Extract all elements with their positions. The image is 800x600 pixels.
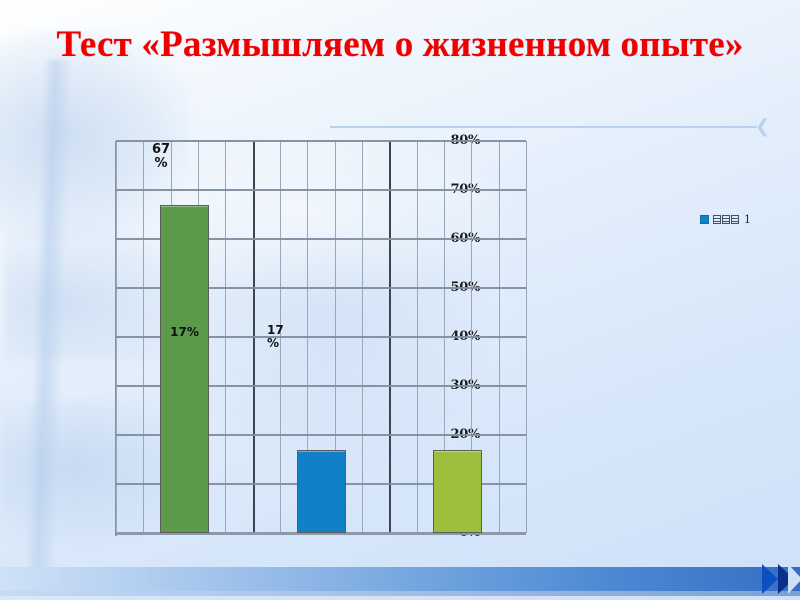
gridline-vertical (526, 141, 527, 533)
title-divider-rule (330, 126, 757, 128)
data-label-inner-1: 17% (170, 325, 199, 339)
chevron-left-icon: ❮ (755, 116, 771, 137)
gridline-horizontal (116, 434, 526, 436)
legend-label-suffix: 1 (744, 213, 752, 226)
legend-swatch-series-1 (700, 215, 709, 224)
gridline-horizontal (116, 238, 526, 240)
chart-legend: 1 (700, 213, 752, 226)
data-label-1: 67 % (151, 142, 171, 171)
bar-3[interactable] (433, 449, 482, 533)
footer-gradient-band (0, 567, 800, 591)
gridline-horizontal (116, 189, 526, 191)
legend-label-series-1: 1 (713, 213, 752, 226)
footer-decoration (0, 558, 800, 600)
footer-band-shadow (0, 591, 800, 596)
gridline-horizontal (116, 287, 526, 289)
chevron-notch (788, 564, 800, 594)
bar-series-layer (116, 141, 526, 533)
gridline-horizontal (116, 336, 526, 338)
data-label-2: 17 % (267, 323, 284, 350)
data-label-layer: 17% 67 % 17 % (116, 141, 526, 533)
gridline-horizontal (116, 140, 526, 142)
bar-2[interactable] (297, 449, 346, 533)
plot-area: 17% 67 % 17 % (116, 140, 527, 535)
bar-chart: 0%10%20%30%40%50%60%70%80% 17%67 %17 % (60, 133, 527, 545)
gridline-horizontal (116, 385, 526, 387)
chevron-right-icon-outer (762, 564, 778, 594)
bar-1[interactable] (160, 204, 209, 533)
gridline-horizontal (116, 532, 526, 535)
slide-title: Тест «Размышляем о жизненном опыте» (56, 24, 744, 65)
